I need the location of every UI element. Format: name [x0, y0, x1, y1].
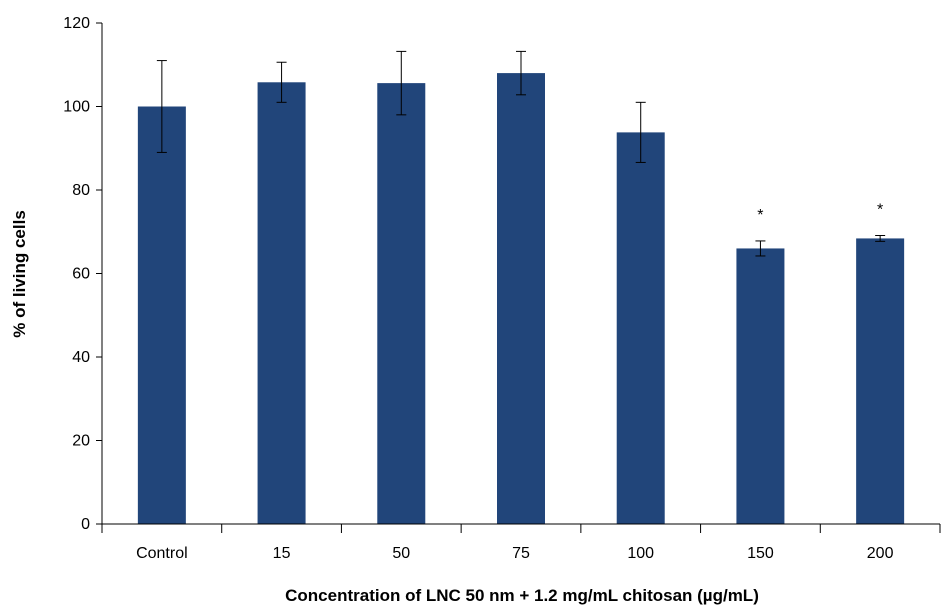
x-axis-title: Concentration of LNC 50 nm + 1.2 mg/mL c… [285, 586, 759, 605]
y-tick-label: 120 [63, 15, 90, 32]
x-tick-label: 75 [512, 545, 530, 562]
y-tick-label: 40 [72, 349, 90, 366]
y-tick-label: 60 [72, 266, 90, 283]
bar [377, 83, 426, 525]
y-tick-label: 0 [81, 516, 90, 533]
y-tick-label: 80 [72, 182, 90, 199]
bar [616, 132, 665, 524]
x-tick-label: 200 [867, 545, 894, 562]
y-tick-label: 20 [72, 433, 90, 450]
x-tick-label: 50 [392, 545, 410, 562]
significance-marker: * [757, 207, 763, 224]
annotations-group: * * [757, 202, 883, 224]
bar [137, 106, 186, 524]
x-tick-label: Control [136, 545, 188, 562]
x-tick-label: 15 [273, 545, 291, 562]
bars-group [137, 73, 905, 525]
significance-marker: * [877, 202, 883, 219]
bar [856, 238, 905, 524]
x-ticks-group: Control 15 50 75 100 150 200 [101, 524, 941, 562]
bar [497, 73, 545, 524]
y-tick-label: 100 [63, 99, 90, 116]
bar [257, 82, 306, 524]
y-ticks-group: 0 20 40 60 80 100 120 [63, 15, 102, 533]
x-tick-label: 100 [627, 545, 654, 562]
x-tick-label: 150 [747, 545, 774, 562]
y-axis-title: % of living cells [10, 210, 29, 338]
bar [736, 248, 785, 524]
error-bars-group [156, 50, 886, 257]
